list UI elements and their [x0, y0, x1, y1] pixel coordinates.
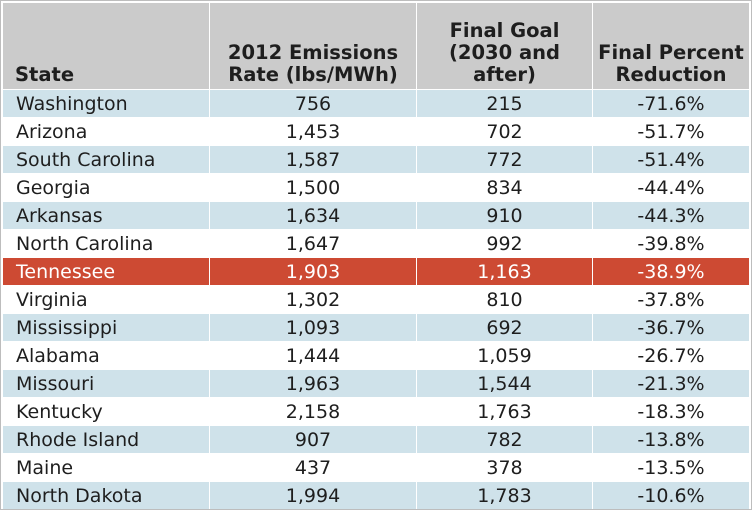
- state-cell: Arizona: [3, 117, 210, 145]
- emissions-rate-cell: 1,302: [210, 285, 417, 313]
- percent-reduction-cell: -71.6%: [593, 89, 749, 117]
- emissions-rate-cell: 1,444: [210, 341, 417, 369]
- percent-reduction-cell: -51.7%: [593, 117, 749, 145]
- state-cell: North Dakota: [3, 481, 210, 509]
- header-line: Final Goal: [449, 19, 560, 42]
- emissions-rate-cell: 1,963: [210, 369, 417, 397]
- state-cell: Missouri: [3, 369, 210, 397]
- header-line: 2012 Emissions: [227, 41, 399, 64]
- state-cell: Tennessee: [3, 257, 210, 285]
- header-line: Rate (lbs/MWh): [228, 63, 398, 86]
- percent-reduction-cell: -44.4%: [593, 173, 749, 201]
- header-final-goal: Final Goal (2030 and after): [417, 3, 593, 89]
- table-body: Washington 756 215 -71.6% Arizona 1,453 …: [3, 89, 749, 509]
- table-row: Kentucky 2,158 1,763 -18.3%: [3, 397, 749, 425]
- state-cell: Georgia: [3, 173, 210, 201]
- state-cell: Rhode Island: [3, 425, 210, 453]
- emissions-rate-cell: 2,158: [210, 397, 417, 425]
- table-row: Arkansas 1,634 910 -44.3%: [3, 201, 749, 229]
- final-goal-cell: 782: [417, 425, 593, 453]
- percent-reduction-cell: -39.8%: [593, 229, 749, 257]
- header-line: (2030 and: [449, 41, 560, 64]
- percent-reduction-cell: -10.6%: [593, 481, 749, 509]
- emissions-rate-cell: 907: [210, 425, 417, 453]
- header-line: Final Percent: [598, 41, 744, 64]
- final-goal-cell: 215: [417, 89, 593, 117]
- final-goal-cell: 692: [417, 313, 593, 341]
- final-goal-cell: 378: [417, 453, 593, 481]
- header-line: State: [15, 63, 75, 86]
- table-row: Rhode Island 907 782 -13.8%: [3, 425, 749, 453]
- table-row: North Carolina 1,647 992 -39.8%: [3, 229, 749, 257]
- state-cell: Alabama: [3, 341, 210, 369]
- percent-reduction-cell: -18.3%: [593, 397, 749, 425]
- final-goal-cell: 772: [417, 145, 593, 173]
- state-cell: North Carolina: [3, 229, 210, 257]
- final-goal-cell: 992: [417, 229, 593, 257]
- percent-reduction-cell: -37.8%: [593, 285, 749, 313]
- table-row: Alabama 1,444 1,059 -26.7%: [3, 341, 749, 369]
- table-row: Virginia 1,302 810 -37.8%: [3, 285, 749, 313]
- final-goal-cell: 910: [417, 201, 593, 229]
- table-row: Georgia 1,500 834 -44.4%: [3, 173, 749, 201]
- state-cell: Maine: [3, 453, 210, 481]
- emissions-table: State 2012 Emissions Rate (lbs/MWh) Fina…: [3, 3, 749, 509]
- percent-reduction-cell: -36.7%: [593, 313, 749, 341]
- state-cell: South Carolina: [3, 145, 210, 173]
- final-goal-cell: 702: [417, 117, 593, 145]
- emissions-rate-cell: 1,453: [210, 117, 417, 145]
- emissions-rate-cell: 1,903: [210, 257, 417, 285]
- state-cell: Kentucky: [3, 397, 210, 425]
- final-goal-cell: 1,763: [417, 397, 593, 425]
- state-cell: Washington: [3, 89, 210, 117]
- header-row: State 2012 Emissions Rate (lbs/MWh) Fina…: [3, 3, 749, 89]
- emissions-rate-cell: 1,647: [210, 229, 417, 257]
- state-cell: Mississippi: [3, 313, 210, 341]
- state-cell: Virginia: [3, 285, 210, 313]
- emissions-rate-cell: 1,994: [210, 481, 417, 509]
- emissions-rate-cell: 1,634: [210, 201, 417, 229]
- table-row: Arizona 1,453 702 -51.7%: [3, 117, 749, 145]
- table-row: North Dakota 1,994 1,783 -10.6%: [3, 481, 749, 509]
- emissions-rate-cell: 1,587: [210, 145, 417, 173]
- header-line: Reduction: [615, 63, 727, 86]
- emissions-rate-cell: 437: [210, 453, 417, 481]
- final-goal-cell: 810: [417, 285, 593, 313]
- table-row: Maine 437 378 -13.5%: [3, 453, 749, 481]
- emissions-rate-cell: 1,500: [210, 173, 417, 201]
- highlighted-table-row: Tennessee 1,903 1,163 -38.9%: [3, 257, 749, 285]
- percent-reduction-cell: -38.9%: [593, 257, 749, 285]
- percent-reduction-cell: -13.5%: [593, 453, 749, 481]
- percent-reduction-cell: -44.3%: [593, 201, 749, 229]
- final-goal-cell: 834: [417, 173, 593, 201]
- table-row: Missouri 1,963 1,544 -21.3%: [3, 369, 749, 397]
- final-goal-cell: 1,059: [417, 341, 593, 369]
- header-state: State: [3, 3, 210, 89]
- table-row: South Carolina 1,587 772 -51.4%: [3, 145, 749, 173]
- final-goal-cell: 1,783: [417, 481, 593, 509]
- percent-reduction-cell: -26.7%: [593, 341, 749, 369]
- percent-reduction-cell: -51.4%: [593, 145, 749, 173]
- emissions-rate-cell: 756: [210, 89, 417, 117]
- header-line: after): [473, 63, 536, 86]
- table-row: Mississippi 1,093 692 -36.7%: [3, 313, 749, 341]
- state-cell: Arkansas: [3, 201, 210, 229]
- percent-reduction-cell: -13.8%: [593, 425, 749, 453]
- table-row: Washington 756 215 -71.6%: [3, 89, 749, 117]
- header-percent-reduction: Final Percent Reduction: [593, 3, 749, 89]
- emissions-rate-cell: 1,093: [210, 313, 417, 341]
- header-emissions-rate: 2012 Emissions Rate (lbs/MWh): [210, 3, 417, 89]
- percent-reduction-cell: -21.3%: [593, 369, 749, 397]
- final-goal-cell: 1,544: [417, 369, 593, 397]
- final-goal-cell: 1,163: [417, 257, 593, 285]
